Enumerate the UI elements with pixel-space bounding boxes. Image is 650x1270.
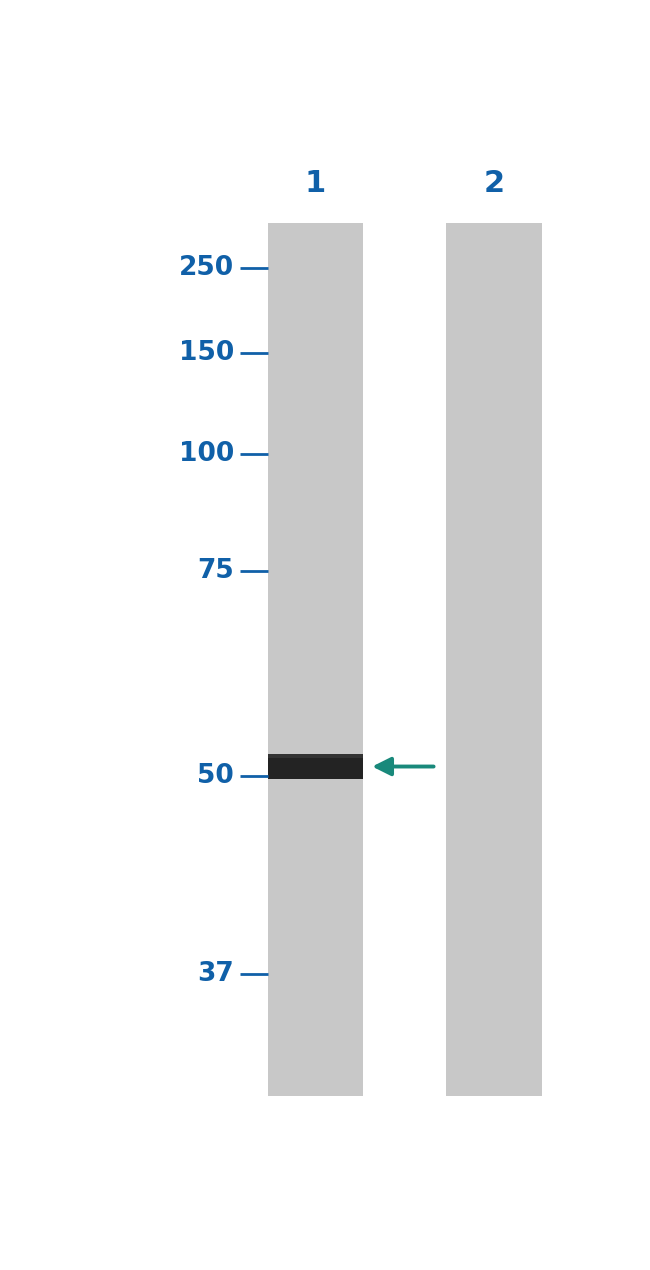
Text: 1: 1 bbox=[305, 169, 326, 198]
Bar bbox=[268, 222, 363, 1096]
Text: 250: 250 bbox=[179, 255, 234, 281]
Text: 50: 50 bbox=[197, 763, 234, 789]
Text: 100: 100 bbox=[179, 441, 234, 466]
Bar bbox=[268, 754, 363, 779]
Text: 37: 37 bbox=[197, 961, 234, 987]
Bar bbox=[268, 754, 363, 758]
Text: 150: 150 bbox=[179, 340, 234, 366]
Bar bbox=[447, 222, 542, 1096]
Text: 2: 2 bbox=[484, 169, 505, 198]
Text: 75: 75 bbox=[197, 558, 234, 584]
